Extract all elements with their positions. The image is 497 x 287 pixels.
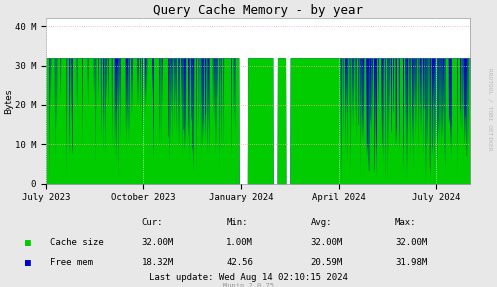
Text: ■: ■: [25, 258, 31, 267]
Text: 1.00M: 1.00M: [226, 238, 253, 247]
Text: Avg:: Avg:: [311, 218, 332, 227]
Text: ■: ■: [25, 238, 31, 247]
Text: 32.00M: 32.00M: [142, 238, 174, 247]
Text: 32.00M: 32.00M: [311, 238, 343, 247]
Text: Cur:: Cur:: [142, 218, 163, 227]
Text: Free mem: Free mem: [50, 258, 93, 267]
Text: Cache size: Cache size: [50, 238, 103, 247]
Text: Min:: Min:: [226, 218, 248, 227]
Text: 20.59M: 20.59M: [311, 258, 343, 267]
Text: 18.32M: 18.32M: [142, 258, 174, 267]
Title: Query Cache Memory - by year: Query Cache Memory - by year: [153, 4, 363, 17]
Text: 42.56: 42.56: [226, 258, 253, 267]
Text: Last update: Wed Aug 14 02:10:15 2024: Last update: Wed Aug 14 02:10:15 2024: [149, 273, 348, 282]
Text: Munin 2.0.75: Munin 2.0.75: [223, 283, 274, 287]
Text: 31.98M: 31.98M: [395, 258, 427, 267]
Text: 32.00M: 32.00M: [395, 238, 427, 247]
Y-axis label: Bytes: Bytes: [4, 88, 13, 114]
Text: RRDTOOL / TOBI OETIKER: RRDTOOL / TOBI OETIKER: [487, 68, 492, 150]
Text: Max:: Max:: [395, 218, 416, 227]
